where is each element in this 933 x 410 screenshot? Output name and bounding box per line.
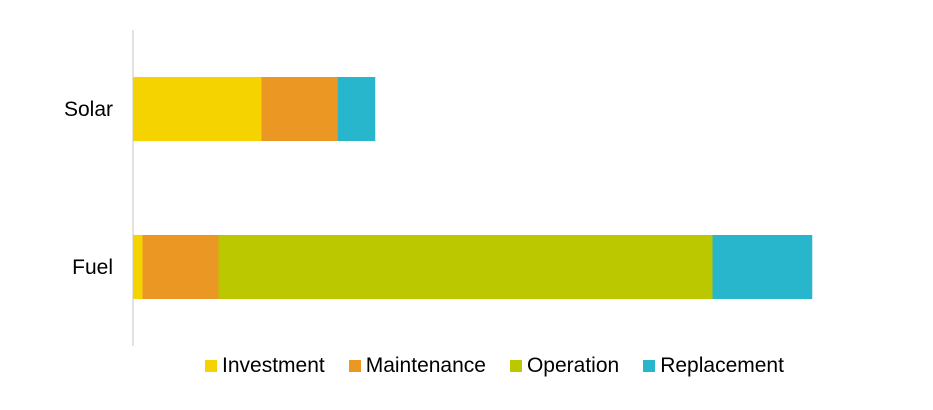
legend-item-investment: Investment xyxy=(205,354,325,378)
bar-fuel-investment xyxy=(133,235,143,299)
category-label-solar: Solar xyxy=(64,98,113,121)
legend-swatch-operation xyxy=(509,360,522,372)
legend-label-replacement: Replacement xyxy=(660,354,784,377)
legend-item-operation: Operation xyxy=(509,354,620,378)
legend-swatch-investment xyxy=(205,360,217,372)
bar-solar-maintenance xyxy=(261,77,338,141)
category-label-fuel: Fuel xyxy=(72,256,113,279)
legend-swatch-replacement xyxy=(643,360,656,372)
legend-label-maintenance: Maintenance xyxy=(365,354,486,377)
legend-label-operation: Operation xyxy=(526,354,620,377)
legend-label-investment: Investment xyxy=(222,354,325,377)
category-labels: Solar Fuel xyxy=(64,98,113,279)
legend: Investment Maintenance Operation Replacemen… xyxy=(205,354,784,378)
bar-solar-investment xyxy=(133,77,262,141)
bar-fuel-replacement xyxy=(712,235,813,299)
legend-item-maintenance: Maintenance xyxy=(348,354,486,378)
legend-item-replacement: Replacement xyxy=(643,354,784,378)
legend-swatch-maintenance xyxy=(348,360,361,372)
bar-solar-replacement xyxy=(337,77,376,141)
bar-fuel-operation xyxy=(218,235,713,299)
bar-fuel-maintenance xyxy=(142,235,219,299)
bars-group xyxy=(133,77,813,299)
